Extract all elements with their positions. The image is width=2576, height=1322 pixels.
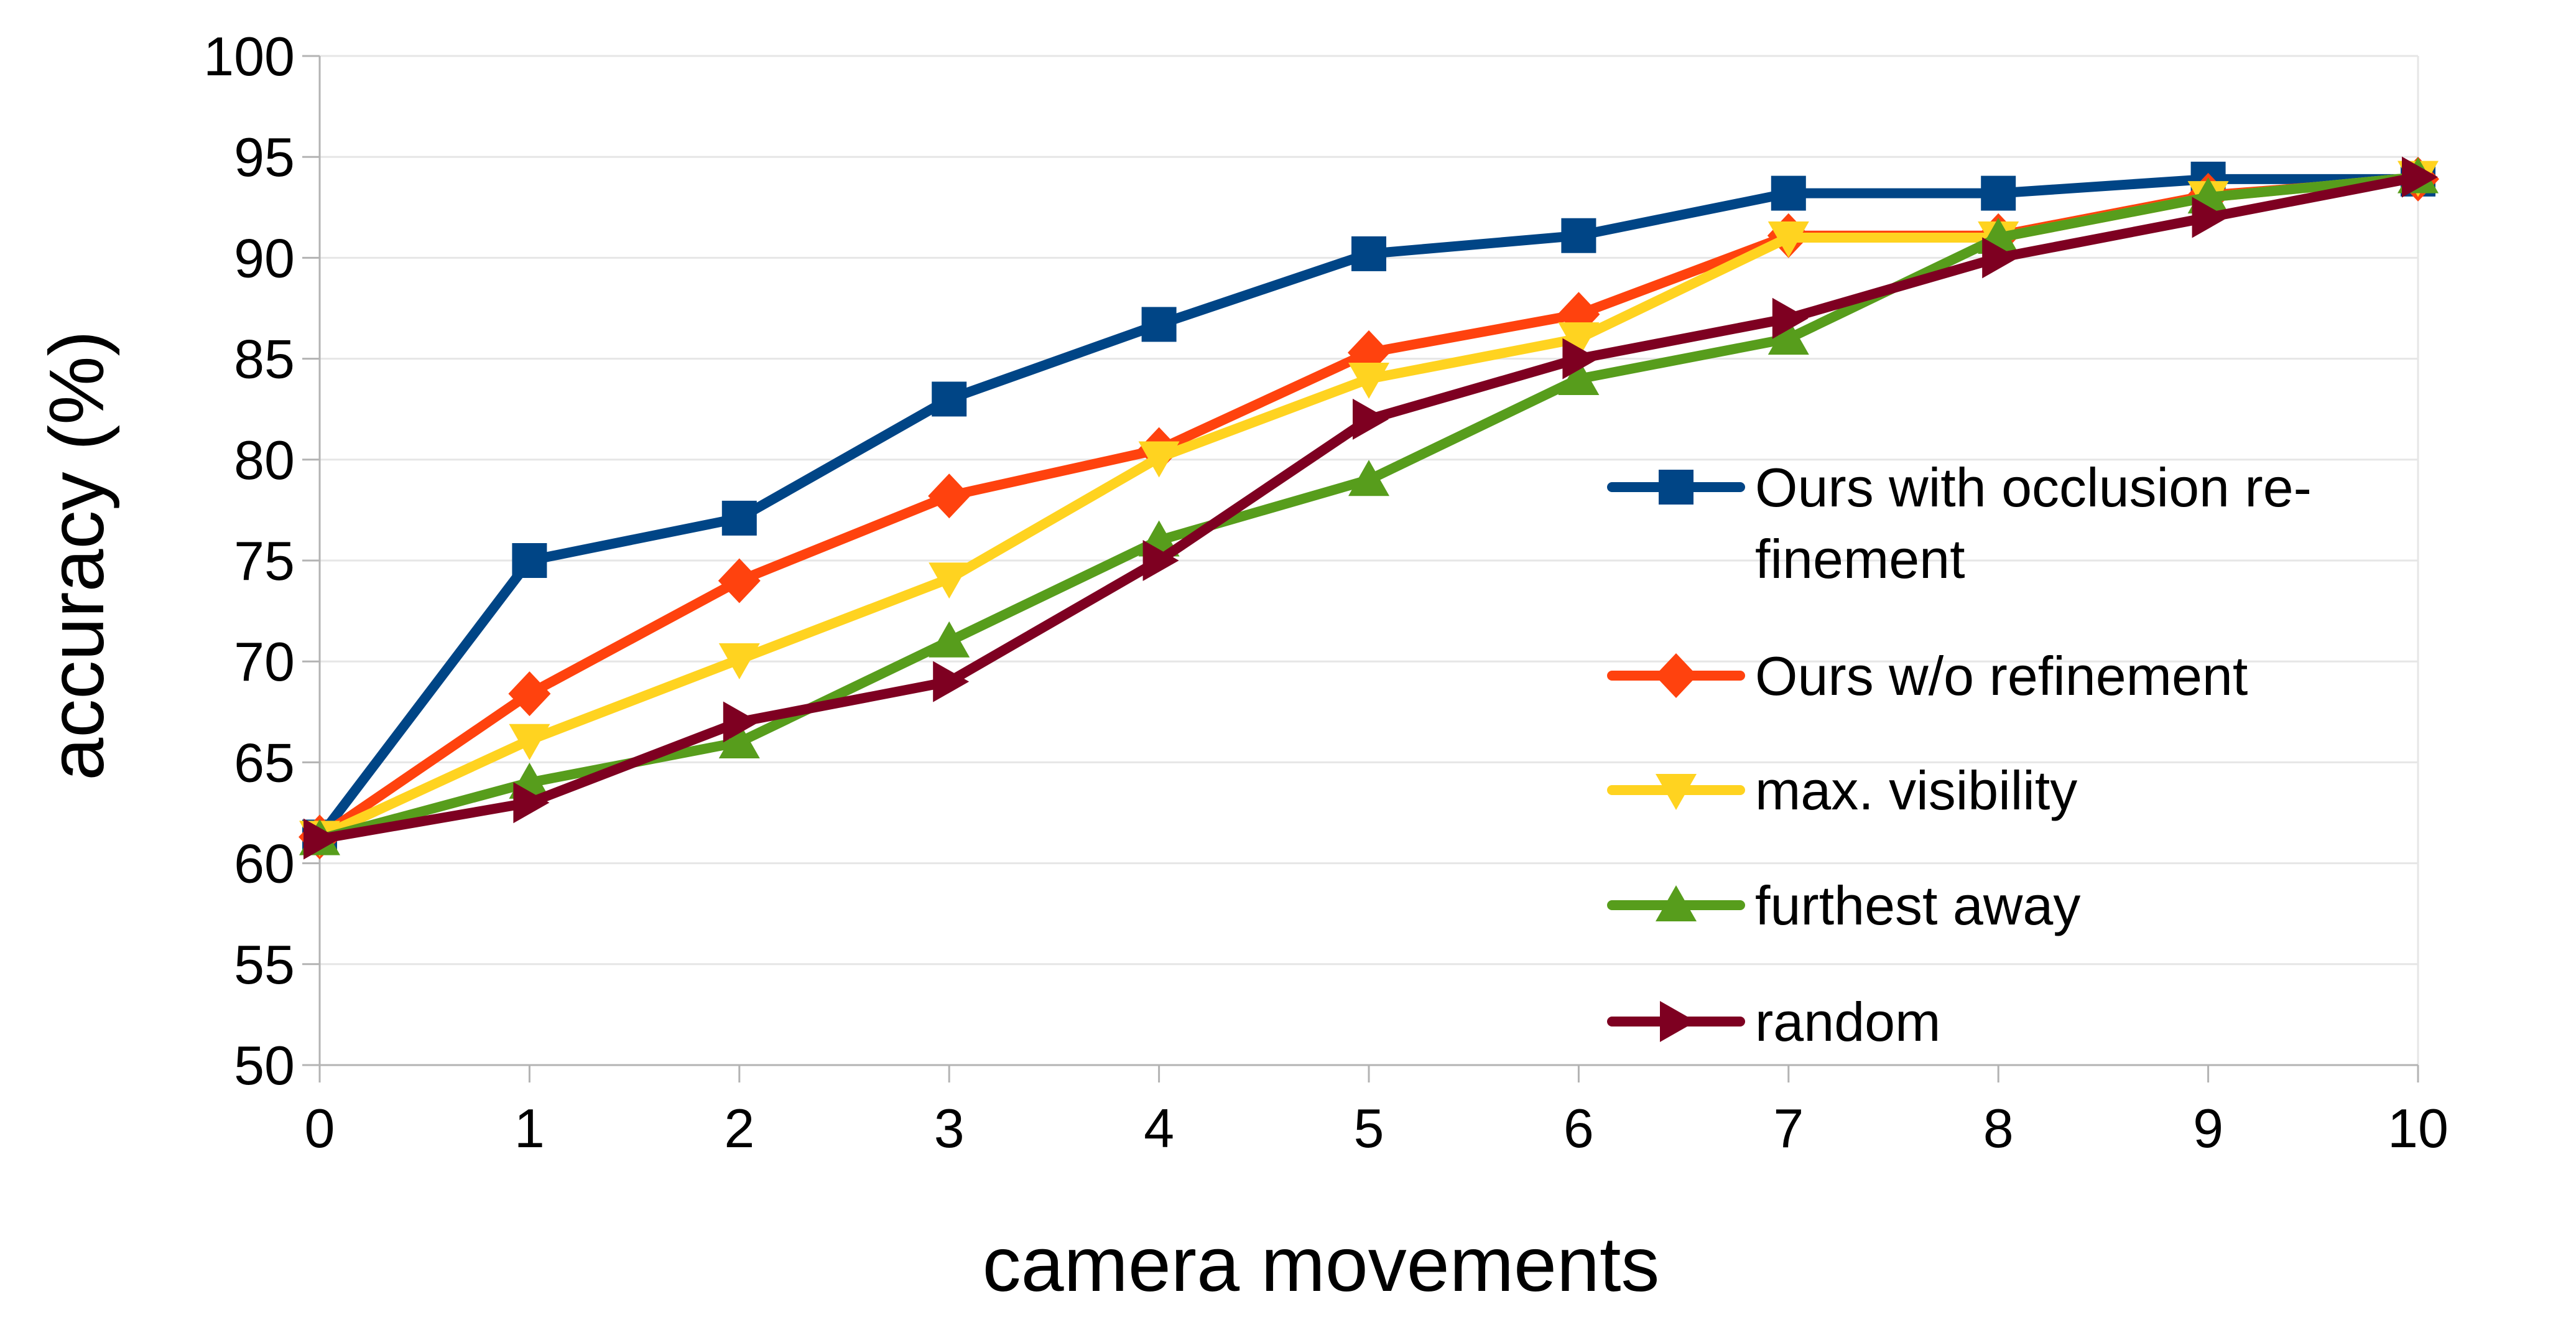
x-tick-label: 4 [1144, 1097, 1174, 1159]
x-tick-label: 0 [305, 1097, 335, 1159]
legend-label: Ours w/o refinement [1755, 645, 2248, 707]
data-point [512, 543, 547, 578]
data-point [2192, 197, 2228, 238]
data-point [1348, 363, 1389, 399]
y-tick-label: 75 [234, 530, 295, 592]
y-tick-label: 85 [234, 328, 295, 390]
data-point [303, 818, 340, 860]
y-tick-label: 70 [234, 631, 295, 692]
y-tick-label: 100 [203, 26, 295, 87]
legend-entry: Ours with occlusion re-finement [1607, 457, 2312, 590]
data-point [513, 782, 550, 824]
x-tick-label: 7 [1773, 1097, 1804, 1159]
data-point [1772, 297, 1809, 339]
legend-swatch-marker [1656, 885, 1697, 921]
legend-entry: Ours w/o refinement [1607, 645, 2248, 707]
y-tick-label: 60 [234, 833, 295, 895]
legend-swatch-marker [1655, 653, 1697, 698]
data-point [718, 722, 760, 758]
data-point [929, 562, 970, 599]
x-tick-label: 3 [934, 1097, 965, 1159]
legend-label-continued: finement [1755, 528, 1965, 590]
gridlines [320, 55, 2419, 1066]
data-point [718, 558, 761, 603]
data-point [1562, 338, 1599, 379]
data-point [723, 701, 759, 743]
x-tick-label: 8 [1983, 1097, 2014, 1159]
legend-entry: max. visibility [1607, 760, 2077, 821]
x-tick-label: 9 [2193, 1097, 2223, 1159]
data-point [1141, 307, 1177, 342]
data-point [932, 381, 967, 417]
data-point [508, 671, 551, 717]
data-point [1353, 398, 1389, 440]
y-tick-label: 80 [234, 429, 295, 491]
data-point [1558, 359, 1600, 396]
data-point [1558, 322, 1600, 359]
legend: Ours with occlusion re-finement Ours w/o … [1607, 457, 2312, 1053]
series-lines [299, 156, 2439, 860]
tick-labels: 50 55 60 65 70 75 80 85 90 95 100 0 1 2 3 4 5 6 7 8 9 10 [203, 26, 2449, 1159]
data-point [509, 724, 550, 760]
y-tick-label: 90 [234, 227, 295, 289]
legend-swatch-marker [1659, 470, 1693, 505]
legend-entry: random [1607, 991, 1940, 1053]
x-tick-label: 6 [1564, 1097, 1594, 1159]
x-tick-label: 5 [1354, 1097, 1384, 1159]
y-tick-label: 95 [234, 126, 295, 188]
legend-label: furthest away [1755, 875, 2080, 936]
data-point [1982, 237, 2019, 279]
legend-label: random [1755, 991, 1940, 1053]
data-point [1142, 540, 1179, 581]
axes [302, 55, 2419, 1082]
y-tick-label: 55 [234, 934, 295, 995]
y-axis-title: accuracy (%) [34, 330, 120, 780]
data-point [1768, 319, 1809, 355]
series-5 [303, 156, 2438, 860]
data-point [1561, 218, 1596, 253]
data-point [718, 643, 760, 679]
y-tick-label: 65 [234, 732, 295, 793]
x-axis-title: camera movements [983, 1222, 1660, 1308]
data-point [928, 473, 971, 519]
data-point [2402, 156, 2438, 198]
y-tick-label: 50 [234, 1035, 295, 1096]
x-tick-label: 10 [2388, 1097, 2449, 1159]
data-point [721, 500, 757, 536]
data-point [1771, 175, 1806, 211]
legend-swatch-marker [1660, 1001, 1696, 1042]
legend-entry: furthest away [1607, 875, 2080, 936]
legend-label: Ours with occlusion re- [1755, 457, 2312, 518]
data-point [1351, 236, 1386, 271]
legend-label: max. visibility [1755, 760, 2077, 821]
data-point [929, 621, 970, 658]
legend-swatch-marker [1656, 774, 1697, 810]
data-point [1138, 441, 1180, 478]
data-point [1981, 175, 2016, 211]
x-tick-label: 1 [514, 1097, 545, 1159]
x-tick-label: 2 [724, 1097, 754, 1159]
data-point [1768, 221, 1809, 258]
data-point [933, 661, 970, 702]
data-point [1348, 460, 1389, 496]
